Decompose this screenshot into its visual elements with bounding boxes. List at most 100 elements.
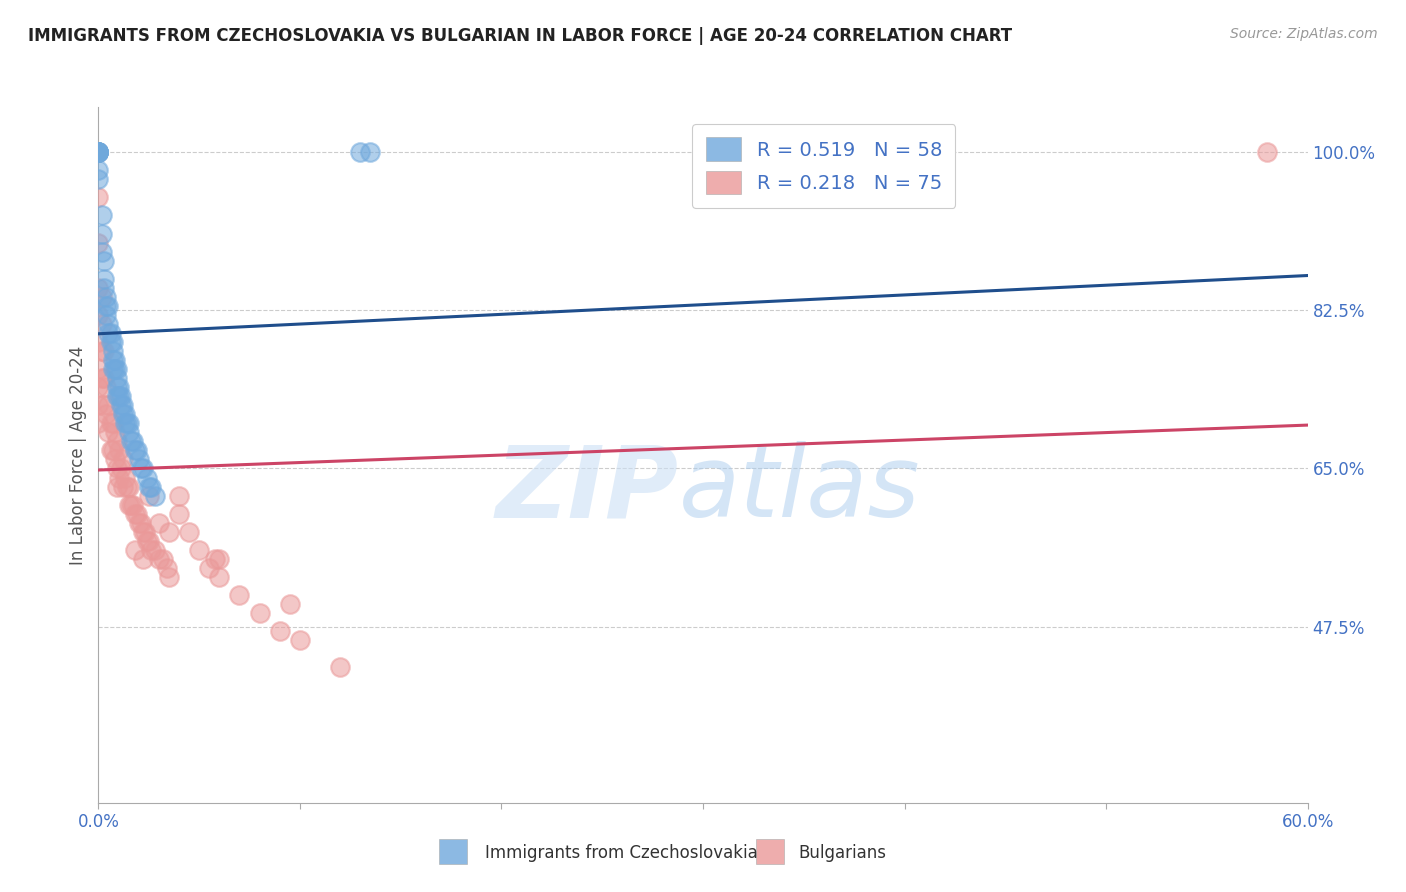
Point <box>111 407 134 421</box>
Point <box>100 326 122 340</box>
Point <box>87 145 110 160</box>
Point <box>198 561 221 575</box>
Point <box>103 353 125 368</box>
Point <box>105 479 128 493</box>
Point <box>143 489 166 503</box>
Point <box>87 172 110 186</box>
Point <box>125 443 148 458</box>
Point <box>134 524 156 539</box>
Point <box>101 353 124 368</box>
Point <box>96 407 118 421</box>
Point <box>87 281 110 295</box>
Point <box>101 417 124 431</box>
Point <box>93 398 115 412</box>
Point <box>105 371 128 385</box>
Point <box>188 542 211 557</box>
Point <box>87 380 110 394</box>
Point <box>132 551 155 566</box>
Point <box>93 253 115 268</box>
Point <box>87 235 110 250</box>
Point <box>138 489 160 503</box>
Point <box>360 145 382 160</box>
Point <box>121 498 143 512</box>
Point <box>100 417 122 431</box>
Point <box>87 362 110 376</box>
Point <box>101 334 124 349</box>
Bar <box>756 839 785 864</box>
Point <box>87 163 110 178</box>
Point <box>110 389 132 403</box>
Point <box>114 417 136 431</box>
Point <box>87 145 110 160</box>
Point <box>87 145 110 160</box>
Point <box>105 461 128 475</box>
Point <box>121 434 143 449</box>
Point <box>269 624 291 639</box>
Point <box>110 398 132 412</box>
Point <box>329 660 352 674</box>
Point <box>167 489 190 503</box>
Point <box>208 551 231 566</box>
Point <box>87 308 110 322</box>
Point <box>87 145 110 160</box>
Point <box>114 407 136 421</box>
Point <box>124 443 146 458</box>
Bar <box>439 839 467 864</box>
Point <box>105 389 128 403</box>
Point <box>120 498 142 512</box>
Point <box>87 145 110 160</box>
Point <box>132 461 155 475</box>
Point <box>204 551 226 566</box>
Text: ZIP: ZIP <box>496 442 679 538</box>
Point <box>138 479 160 493</box>
Point <box>120 434 142 449</box>
Point <box>349 145 371 160</box>
Point <box>87 145 110 160</box>
Point <box>135 533 157 548</box>
Point <box>132 524 155 539</box>
Point <box>87 334 110 349</box>
Point <box>139 542 162 557</box>
Point <box>91 371 114 385</box>
Point <box>115 417 138 431</box>
Point <box>91 227 114 241</box>
Point <box>103 452 125 467</box>
Point <box>111 452 134 467</box>
Point <box>152 551 174 566</box>
Point <box>138 533 160 548</box>
Point <box>87 145 110 160</box>
Point <box>167 507 190 521</box>
Point <box>96 308 118 322</box>
Point <box>156 561 179 575</box>
Point <box>101 344 124 359</box>
Legend: R = 0.519   N = 58, R = 0.218   N = 75: R = 0.519 N = 58, R = 0.218 N = 75 <box>692 124 956 208</box>
Text: Source: ZipAtlas.com: Source: ZipAtlas.com <box>1230 27 1378 41</box>
Point <box>105 362 128 376</box>
Point <box>107 380 129 394</box>
Point <box>148 516 170 530</box>
Point <box>111 398 134 412</box>
Point <box>91 290 114 304</box>
Point <box>87 190 110 204</box>
Point <box>103 425 125 440</box>
Point <box>110 461 132 475</box>
Text: Bulgarians: Bulgarians <box>799 844 887 862</box>
Point <box>91 317 114 331</box>
Point <box>96 290 118 304</box>
Point <box>93 371 115 385</box>
Point <box>101 362 124 376</box>
Point <box>97 317 120 331</box>
Point <box>96 380 118 394</box>
Text: Immigrants from Czechoslovakia: Immigrants from Czechoslovakia <box>485 844 758 862</box>
Point <box>87 145 110 160</box>
Point <box>91 209 114 223</box>
Point <box>179 524 201 539</box>
Point <box>96 299 118 313</box>
Point <box>93 344 115 359</box>
Text: IMMIGRANTS FROM CZECHOSLOVAKIA VS BULGARIAN IN LABOR FORCE | AGE 20-24 CORRELATI: IMMIGRANTS FROM CZECHOSLOVAKIA VS BULGAR… <box>28 27 1012 45</box>
Point <box>128 516 150 530</box>
Point <box>208 570 231 584</box>
Point <box>118 417 141 431</box>
Point <box>148 551 170 566</box>
Point <box>105 380 128 394</box>
